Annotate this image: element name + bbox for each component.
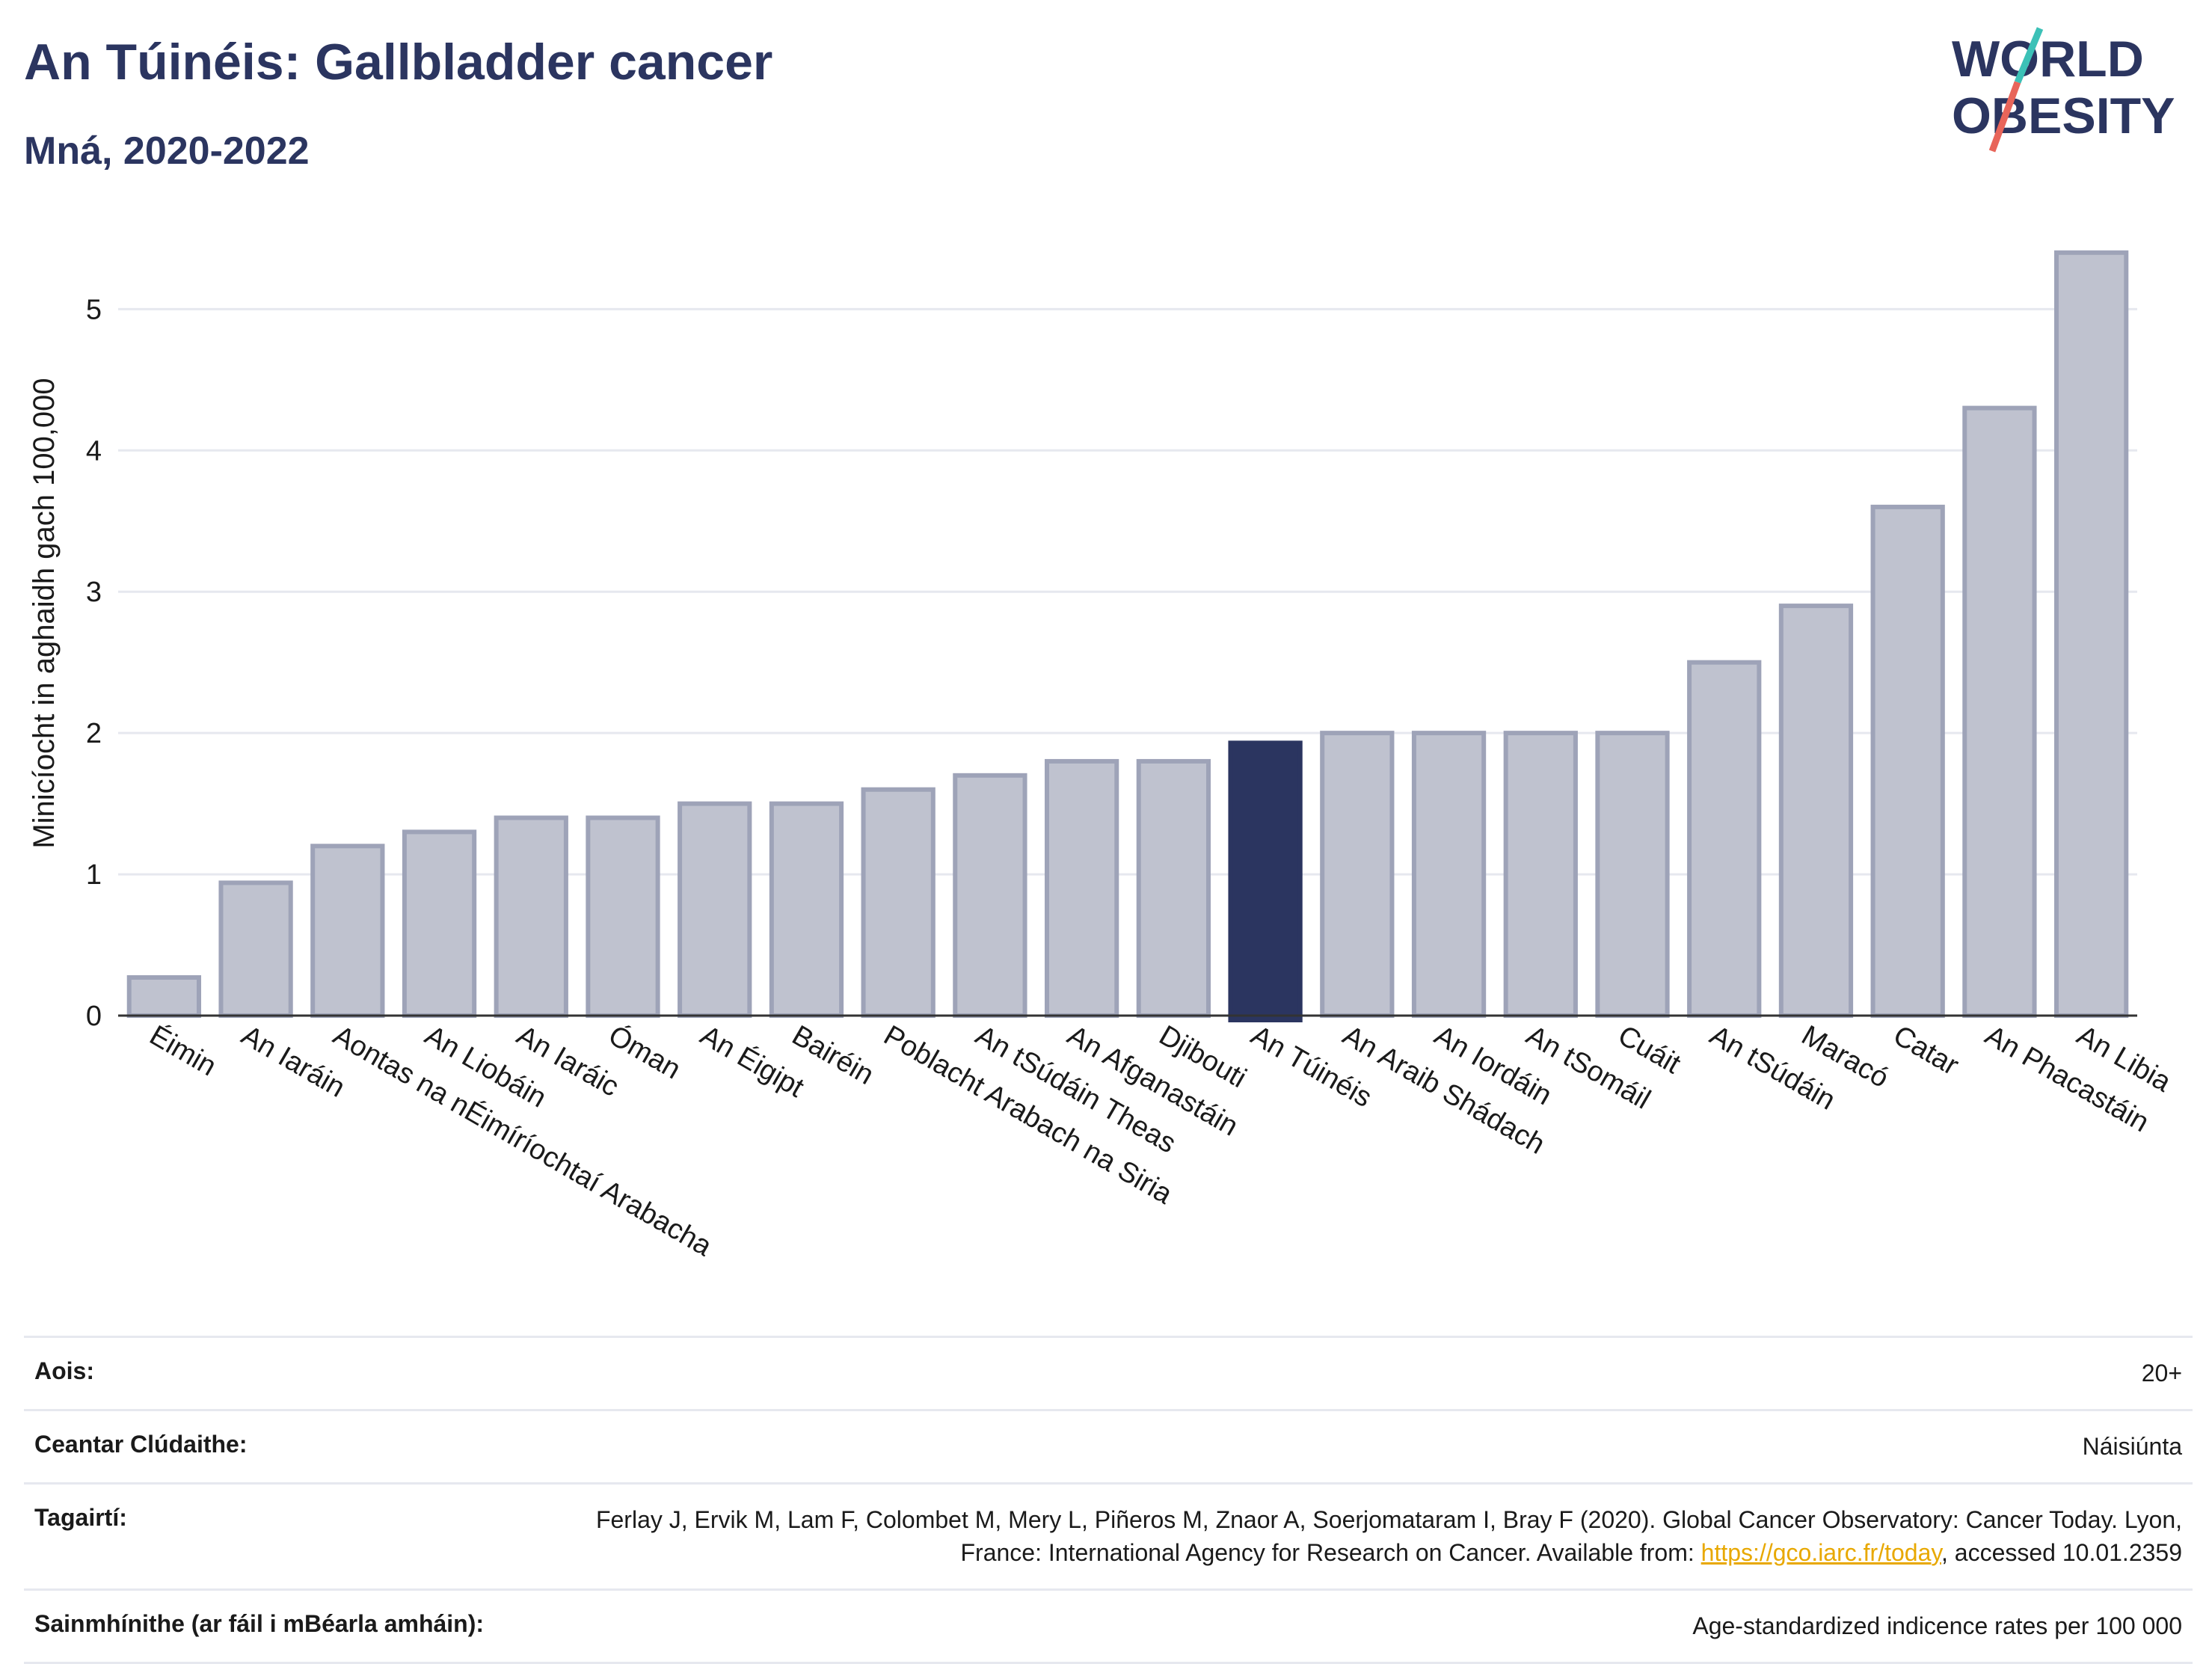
references-accessed: , accessed 10.01.2359 <box>1941 1538 2182 1566</box>
chart-title: An Túinéis: Gallbladder cancer <box>24 34 773 90</box>
meta-row-area: Ceantar Clúdaithe: Náisiúnta <box>24 1409 2193 1482</box>
bar <box>1503 731 1578 1019</box>
y-tick-label: 3 <box>86 577 102 608</box>
bar <box>494 815 568 1018</box>
meta-row-references: Tagairtí: Ferlay J, Ervik M, Lam F, Colo… <box>24 1482 2193 1588</box>
area-value: Náisiúnta <box>2082 1433 2182 1461</box>
x-tick-label: Éimin <box>144 1019 222 1083</box>
references-text: Ferlay J, Ervik M, Lam F, Colombet M, Me… <box>595 1506 2182 1566</box>
bar <box>769 801 844 1019</box>
metadata-table: Aois: 20+ Ceantar Clúdaithe: Náisiúnta T… <box>24 1336 2193 1664</box>
y-tick-label: 0 <box>86 1001 102 1032</box>
bar <box>1595 731 1670 1019</box>
logo-word-world: WORLD <box>1952 31 2144 88</box>
bar <box>310 844 385 1019</box>
bar <box>1136 758 1211 1019</box>
world-obesity-logo: WORLD OBESITY <box>1952 27 2175 153</box>
bar <box>402 829 477 1018</box>
bar <box>861 787 936 1018</box>
references-link[interactable]: https://gco.iarc.fr/today <box>1701 1538 1941 1566</box>
x-tick-label: An Éigipt <box>695 1019 810 1105</box>
y-tick-label: 1 <box>86 859 102 891</box>
meta-row-definitions: Sainmhínithe (ar fáil i mBéarla amháin):… <box>24 1588 2193 1664</box>
x-tick-label: An Iaráin <box>236 1019 351 1103</box>
chart-subtitle: Mná, 2020-2022 <box>24 129 310 173</box>
bar <box>1687 660 1762 1019</box>
bar-highlighted <box>1228 740 1303 1022</box>
y-tick-label: 5 <box>86 294 102 325</box>
references-value: Ferlay J, Ervik M, Lam F, Colombet M, Me… <box>537 1504 2182 1568</box>
bar <box>678 801 752 1019</box>
age-label: Aois: <box>34 1357 94 1384</box>
logo-word-obesity: OBESITY <box>1952 88 2175 144</box>
bar <box>2054 250 2129 1018</box>
definitions-label: Sainmhínithe (ar fáil i mBéarla amháin): <box>34 1609 485 1637</box>
meta-row-age: Aois: 20+ <box>24 1336 2193 1409</box>
y-tick-label: 4 <box>86 435 102 467</box>
references-label: Tagairtí: <box>34 1504 127 1532</box>
y-tick-labels: 0 1 2 3 4 5 <box>86 294 102 1032</box>
x-tick-label: Catar <box>1888 1019 1964 1081</box>
age-value: 20+ <box>2141 1360 2182 1387</box>
area-label: Ceantar Clúdaithe: <box>34 1431 248 1458</box>
bar <box>1870 504 1945 1018</box>
bar <box>1962 405 2037 1018</box>
bar <box>1320 731 1395 1019</box>
bar <box>126 974 202 1018</box>
y-axis-label: Minicíocht in aghaidh gach 100,000 <box>28 378 61 848</box>
bar <box>1411 731 1487 1019</box>
y-tick-label: 2 <box>86 718 102 749</box>
bar <box>218 880 293 1018</box>
bar <box>586 815 660 1018</box>
bar <box>1045 758 1119 1019</box>
bars <box>118 250 2137 1022</box>
bar <box>953 773 1027 1018</box>
bar <box>1778 604 1854 1018</box>
definitions-value: Age-standardized indicence rates per 100… <box>1692 1612 2182 1639</box>
